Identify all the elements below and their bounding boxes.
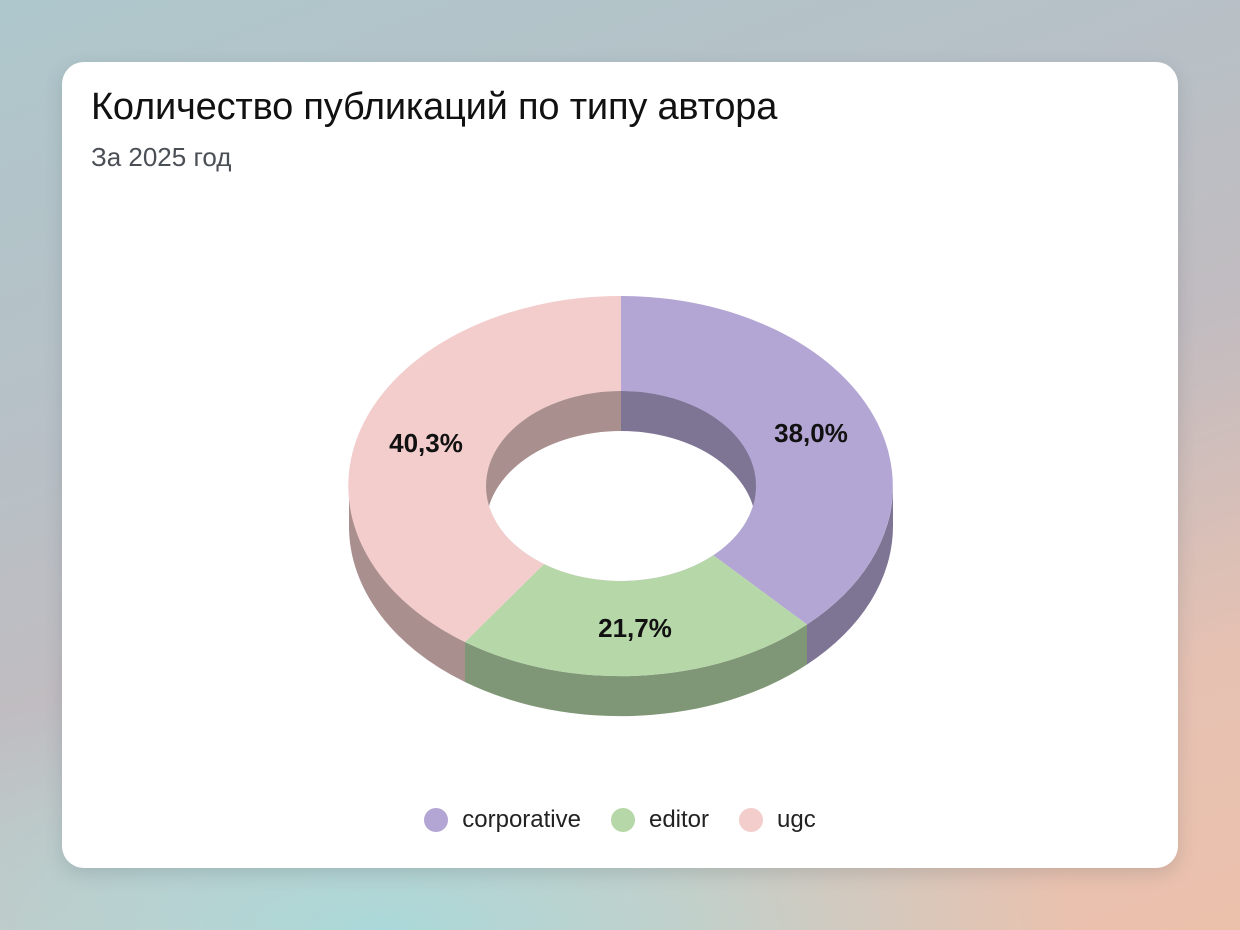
legend-item-editor[interactable]: editor [610,806,710,834]
slice-corporative[interactable] [621,296,893,625]
chart-subtitle: За 2025 год [91,142,232,172]
donut-chart: 38,0% 21,7% 40,3% [348,295,893,717]
label-corporative: 38,0% [774,418,848,448]
legend-dot-icon [610,808,635,832]
label-editor: 21,7% [598,613,672,643]
legend-label: corporative [462,806,581,833]
legend-label: ugc [777,806,816,833]
legend-dot-icon [424,808,449,832]
legend-label: editor [648,806,710,833]
legend-item-ugc[interactable]: ugc [739,806,816,834]
chart-legend: corporative editor ugc [62,806,1178,834]
legend-item-corporative[interactable]: corporative [424,806,581,834]
chart-card: Количество публикаций по типу автора За … [62,62,1178,868]
slice-editor-outer-side[interactable] [465,624,807,717]
slice-ugc-outer-side[interactable] [348,486,465,682]
slice-editor[interactable] [465,555,807,677]
label-ugc: 40,3% [389,428,463,458]
legend-dot-icon [739,808,764,832]
slice-ugc[interactable] [348,295,621,642]
chart-title: Количество публикаций по типу автора [91,86,778,128]
slice-corporative-outer-side[interactable] [807,486,893,665]
